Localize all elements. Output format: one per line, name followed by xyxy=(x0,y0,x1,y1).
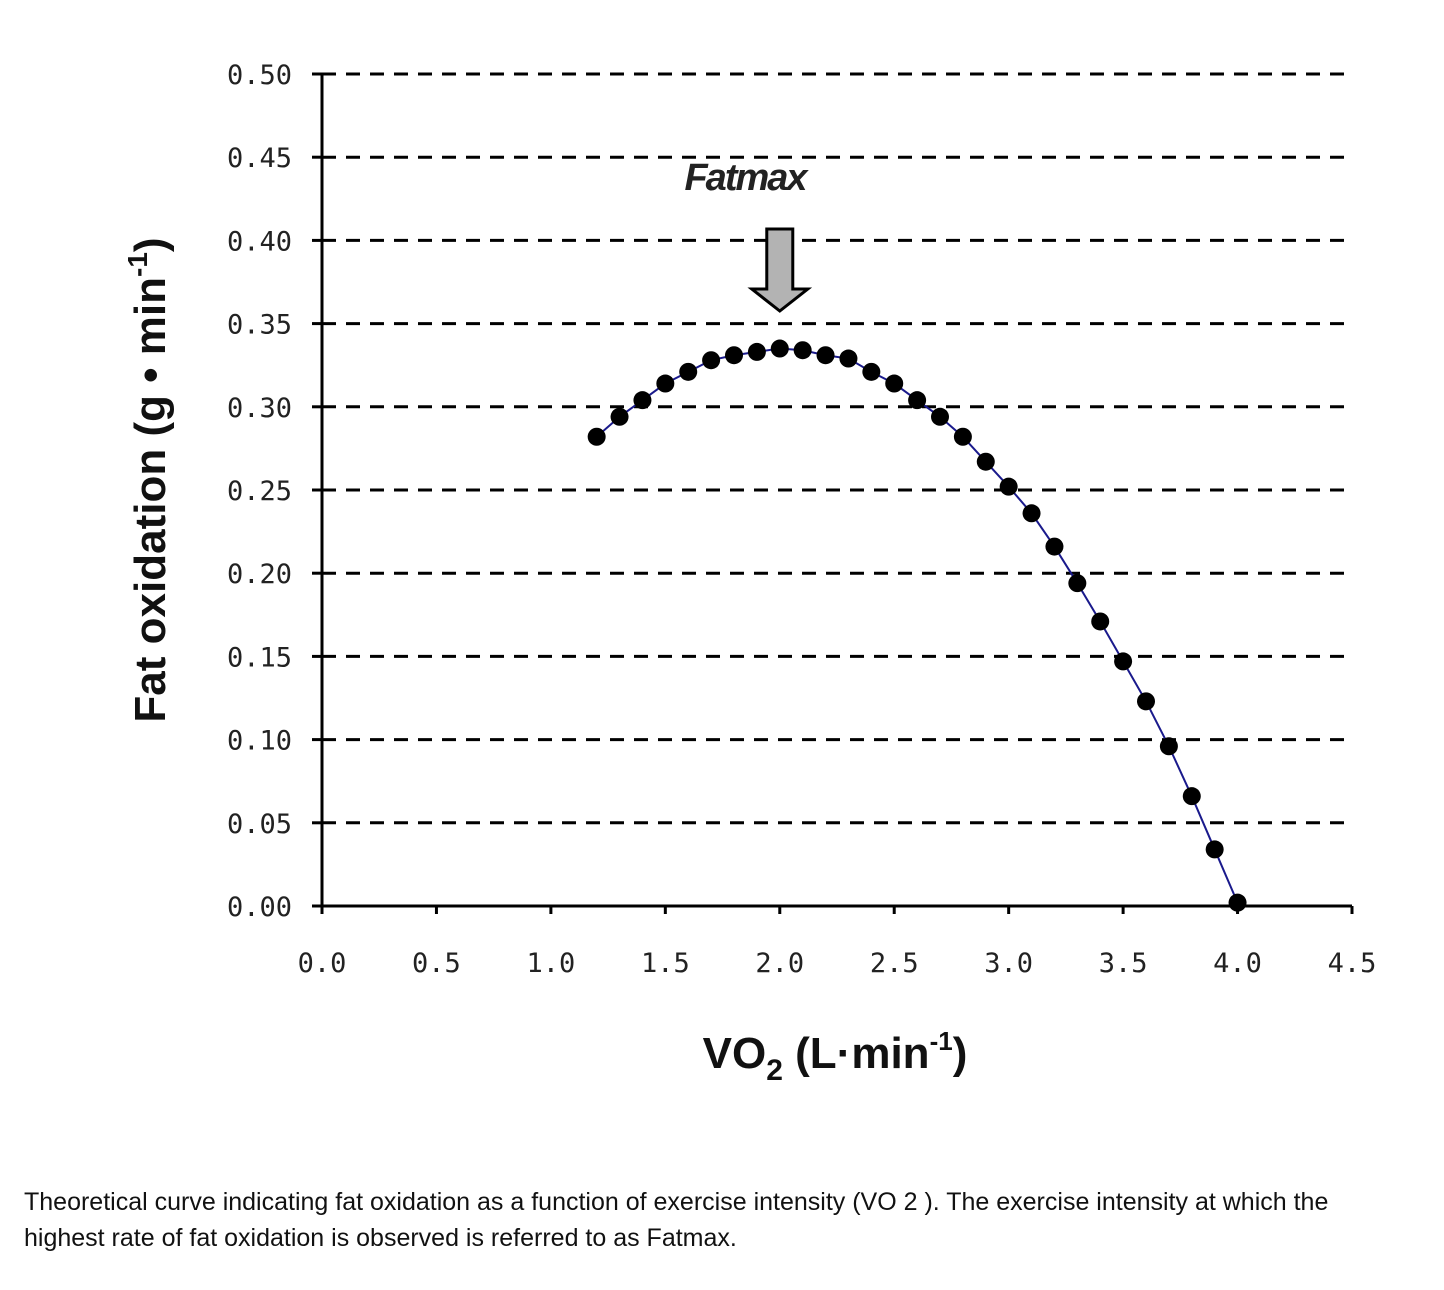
data-point xyxy=(1159,737,1178,756)
data-point xyxy=(587,427,606,446)
gridlines xyxy=(322,72,1352,825)
x-tick-label: 3.5 xyxy=(1099,948,1148,979)
x-tick-label: 1.0 xyxy=(526,948,575,979)
fatmax-label: Fatmax xyxy=(684,157,809,199)
data-point xyxy=(1045,537,1064,556)
data-point xyxy=(1091,612,1110,631)
data-point xyxy=(747,342,766,361)
fatmax-annotation: Fatmax xyxy=(684,157,813,313)
data-point xyxy=(1228,893,1247,912)
y-tick-label: 0.10 xyxy=(227,726,292,757)
data-point xyxy=(793,341,812,360)
y-tick-label: 0.45 xyxy=(227,143,292,174)
data-point xyxy=(999,477,1018,496)
series-line xyxy=(596,347,1239,904)
data-point xyxy=(885,374,904,393)
x-tick-label: 2.5 xyxy=(870,948,919,979)
data-point xyxy=(702,351,721,370)
data-point xyxy=(908,391,927,410)
data-point xyxy=(1114,652,1133,671)
x-tick-label: 4.5 xyxy=(1328,948,1377,979)
y-tick-label: 0.25 xyxy=(227,476,292,507)
fatmax-arrow xyxy=(747,227,813,313)
data-point xyxy=(725,346,743,365)
data-point xyxy=(1137,692,1155,711)
figure-caption: Theoretical curve indicating fat oxidati… xyxy=(24,1188,1329,1252)
data-point xyxy=(633,391,652,410)
data-series xyxy=(587,339,1247,912)
fat-oxidation-chart: 0.00 0.05 0.10 0.15 0.20 0.25 0.30 0.35 0.40 0.45… xyxy=(122,60,1377,1087)
data-point xyxy=(1182,787,1201,806)
data-point xyxy=(610,407,629,426)
y-tick-label: 0.30 xyxy=(227,393,292,424)
data-point xyxy=(953,427,972,446)
axes xyxy=(312,72,1354,914)
data-point xyxy=(1022,504,1041,523)
y-axis-label: Fat oxidation (g • min-1) xyxy=(122,237,175,722)
y-tick-label: 0.50 xyxy=(227,60,292,91)
data-point xyxy=(976,452,995,471)
y-tick-label: 0.35 xyxy=(227,310,292,341)
x-tick-labels: 0.0 0.5 1.0 1.5 2.0 2.5 3.0 3.5 4.0 4.5 xyxy=(298,948,1377,979)
x-tick-label: 1.5 xyxy=(641,948,690,979)
y-tick-label: 0.15 xyxy=(227,642,292,673)
y-tick-label: 0.00 xyxy=(227,892,292,923)
x-tick-label: 0.0 xyxy=(298,948,347,979)
x-tick-label: 3.0 xyxy=(984,948,1033,979)
y-tick-label: 0.05 xyxy=(227,809,292,840)
x-tick-label: 4.0 xyxy=(1213,948,1262,979)
data-point xyxy=(770,339,789,358)
y-tick-label: 0.20 xyxy=(227,559,292,590)
data-point xyxy=(816,346,835,365)
x-tick-label: 2.0 xyxy=(755,948,804,979)
x-axis-label: VO2 (L·min-1) xyxy=(703,1026,968,1087)
data-point xyxy=(656,374,675,393)
data-point xyxy=(679,362,698,381)
data-point xyxy=(839,349,858,368)
data-point xyxy=(931,407,949,426)
data-point xyxy=(862,362,881,381)
data-point xyxy=(1205,840,1224,859)
data-point xyxy=(1068,574,1087,593)
y-tick-label: 0.40 xyxy=(227,226,292,257)
y-tick-labels: 0.00 0.05 0.10 0.15 0.20 0.25 0.30 0.35 0.40 0.45… xyxy=(227,60,292,923)
x-tick-label: 0.5 xyxy=(412,948,461,979)
